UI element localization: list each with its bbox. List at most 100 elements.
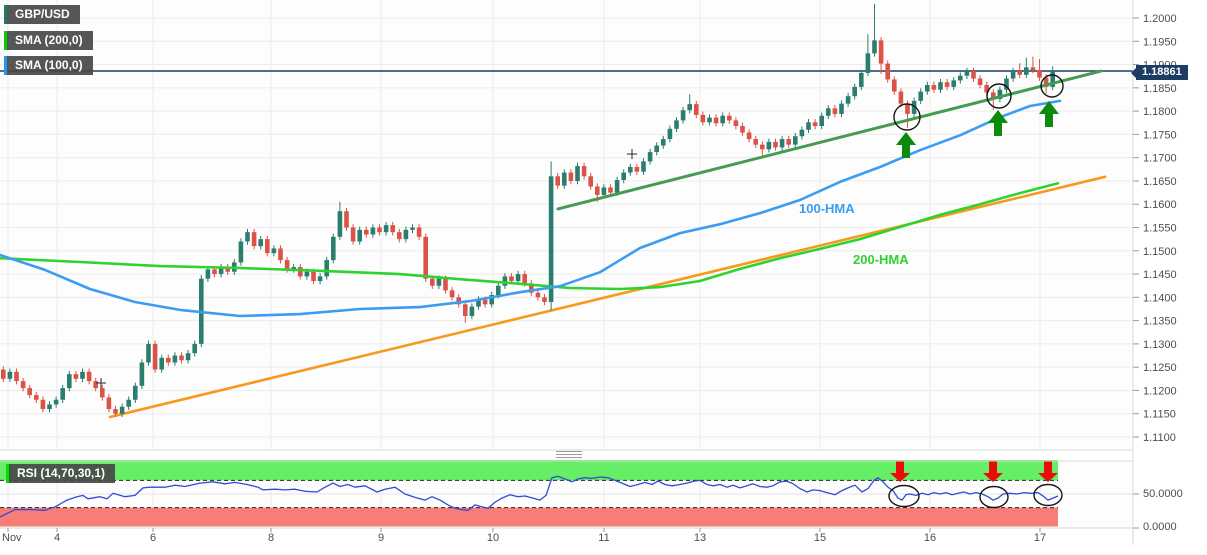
candle-body — [581, 166, 587, 177]
price-tick-label: 1.1350 — [1143, 316, 1177, 328]
price-tick-label: 1.1100 — [1143, 432, 1176, 444]
candle-body — [14, 371, 19, 382]
candle-body — [350, 227, 356, 242]
candle-body — [938, 82, 943, 90]
rsi-badge[interactable]: RSI (14,70,30,1) — [6, 464, 116, 483]
candle-body — [430, 278, 435, 286]
candle-body — [449, 290, 455, 298]
candle-body — [859, 72, 864, 87]
symbol-badge[interactable]: GBP/USD — [4, 5, 80, 24]
candle-body — [700, 114, 706, 123]
candle-body — [984, 85, 989, 93]
candle-body — [654, 145, 659, 153]
price-tick-label: 1.1700 — [1143, 153, 1177, 165]
candle-body — [47, 404, 52, 410]
candle-body — [291, 267, 296, 270]
candle-body — [251, 232, 257, 247]
candle-body — [73, 374, 79, 379]
candle-body — [766, 141, 772, 150]
candle-body — [463, 304, 468, 316]
highlight-circle — [893, 103, 921, 131]
candle-body — [971, 71, 976, 79]
candle-body — [139, 362, 145, 386]
time-tick-label: 9 — [378, 532, 384, 544]
candle-body — [845, 96, 851, 104]
sma200-line — [0, 182, 1060, 291]
candle-body — [812, 122, 818, 127]
price-tick-label: 1.1950 — [1143, 36, 1177, 48]
candle-body — [258, 239, 263, 247]
rsi-highlight-circle — [888, 484, 920, 508]
candle-body — [205, 269, 211, 279]
candle-body — [60, 388, 65, 400]
candle-body — [674, 120, 679, 129]
candle-body — [997, 89, 1003, 100]
candle-body — [634, 166, 640, 172]
candle-body — [832, 108, 838, 114]
candle-body — [568, 172, 574, 181]
candle-body — [416, 227, 422, 237]
candle-body — [383, 225, 389, 233]
rsi-badge-label: RSI (14,70,30,1) — [17, 466, 106, 480]
candle-body — [918, 91, 923, 101]
candle-body — [86, 371, 92, 382]
candle-body — [621, 172, 626, 181]
candle-body — [152, 343, 158, 370]
candle-body — [344, 211, 349, 228]
candle-body — [304, 271, 310, 277]
price-tick-label: 1.1250 — [1143, 362, 1177, 374]
candle-body — [515, 274, 521, 282]
candle-body — [133, 385, 138, 400]
candle-body — [614, 180, 620, 193]
time-tick-label: 15 — [814, 532, 826, 544]
candle-body — [1030, 67, 1036, 71]
candle-body — [7, 371, 13, 379]
candle-body — [179, 355, 184, 361]
price-tick-label: 1.1400 — [1143, 292, 1177, 304]
sma200-badge[interactable]: SMA (200,0) — [4, 31, 93, 50]
candle-body — [166, 357, 171, 363]
candle-body — [925, 85, 930, 92]
candle-body — [403, 229, 409, 240]
candle-body — [119, 406, 125, 414]
candle-body — [146, 343, 151, 363]
candle-body — [67, 374, 72, 389]
candle-body — [793, 136, 798, 145]
candle-body — [898, 91, 904, 104]
price-tick-label: 1.1300 — [1143, 339, 1177, 351]
hma100-line-label: 100-HMA — [799, 201, 855, 216]
candle-body — [509, 276, 514, 282]
time-tick-label: 13 — [694, 532, 706, 544]
candle-body — [337, 211, 343, 237]
sma200-badge-label: SMA (200,0) — [15, 33, 83, 47]
candle-body — [317, 276, 323, 282]
down-arrow-icon — [983, 461, 1003, 482]
candle-body — [892, 79, 897, 92]
candle-body — [944, 82, 950, 87]
candle-body — [489, 295, 494, 305]
sma100-badge[interactable]: SMA (100,0) — [4, 56, 93, 75]
candle-body — [727, 115, 732, 121]
candle-body — [298, 267, 303, 277]
candle-body — [760, 144, 765, 150]
candle-body — [53, 399, 59, 405]
candle-body — [496, 285, 501, 296]
candle-body — [535, 292, 541, 298]
candle-body — [958, 75, 963, 81]
price-tick-label: 1.1500 — [1143, 246, 1177, 258]
candle-body — [852, 86, 857, 97]
candle-body — [370, 227, 376, 235]
candle-body — [628, 166, 633, 173]
price-tick-label: 1.1800 — [1143, 106, 1177, 118]
candle-body — [601, 187, 607, 195]
panel-divider-grip[interactable] — [556, 451, 582, 458]
candle-body — [482, 299, 488, 305]
highlight-circle — [1040, 74, 1064, 98]
candle-body — [839, 103, 844, 114]
candle-body — [667, 128, 673, 140]
candle-body — [680, 110, 686, 121]
candle-body — [1024, 67, 1029, 75]
candle-body — [865, 53, 871, 73]
